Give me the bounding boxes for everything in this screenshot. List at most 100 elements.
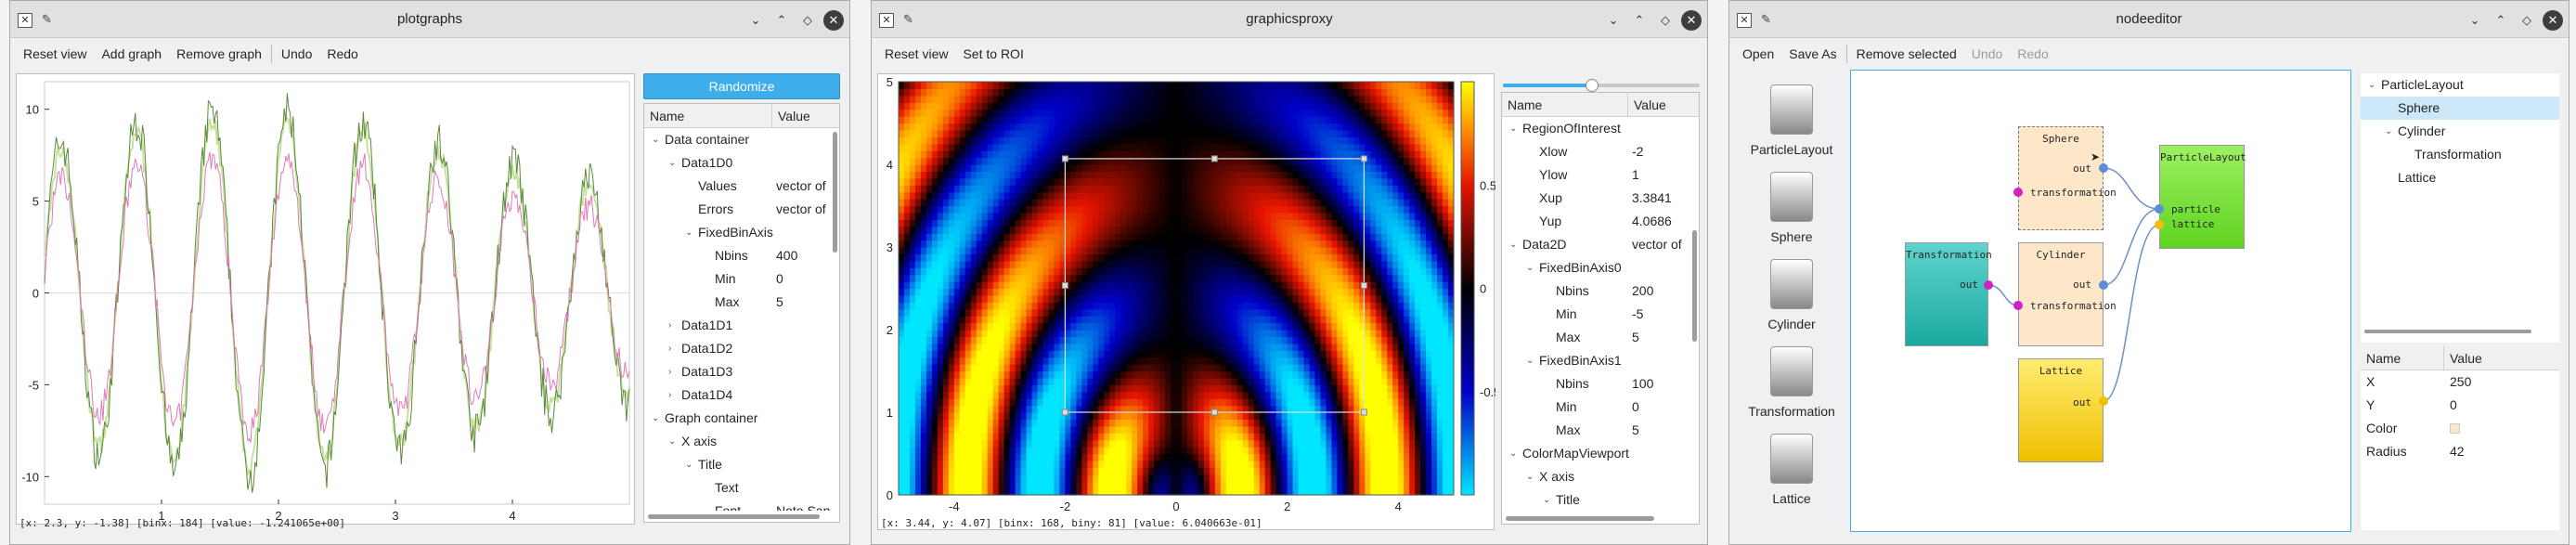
heatmap-cell bbox=[1026, 343, 1033, 351]
heatmap-cell bbox=[1314, 294, 1322, 303]
heatmap-cell bbox=[1015, 322, 1022, 331]
tree-row[interactable]: Min 0 bbox=[644, 267, 830, 291]
remove-graph-button[interactable]: Remove graph bbox=[176, 46, 262, 61]
randomize-button[interactable]: Randomize bbox=[643, 73, 840, 99]
heatmap-cell bbox=[1137, 219, 1144, 227]
tree-row[interactable]: Errors vector of bbox=[644, 198, 830, 221]
series-line-2[interactable] bbox=[44, 151, 630, 443]
minimize-icon[interactable]: ⌃ bbox=[1634, 13, 1645, 27]
heatmap-cell bbox=[1342, 467, 1349, 475]
property-tree[interactable]: Name Value ⌄ Data container ⌄ Data1D0 Values… bbox=[643, 103, 840, 523]
chevron-down-icon[interactable]: ⌄ bbox=[685, 460, 693, 470]
chevron-right-icon[interactable]: › bbox=[668, 390, 672, 400]
add-graph-button[interactable]: Add graph bbox=[101, 46, 162, 61]
graph-canvas[interactable]: 1 2 3 4 10 5 0 -5 -10 bbox=[16, 73, 635, 525]
redo-button[interactable]: Redo bbox=[327, 46, 358, 61]
tree-row[interactable]: Nbins 400 bbox=[644, 244, 830, 267]
menu-down-icon[interactable]: ⌄ bbox=[1608, 13, 1619, 27]
tree-row-value[interactable]: 0 bbox=[776, 271, 783, 286]
heatmap-cell bbox=[964, 199, 972, 207]
heatmap-cells[interactable] bbox=[899, 82, 1455, 496]
pin-icon[interactable]: ✎ bbox=[42, 12, 52, 26]
titlebar[interactable]: ✕ ✎ graphicsproxy ⌄ ⌃ ◇ ✕ bbox=[872, 1, 1707, 38]
minimize-icon[interactable]: ⌃ bbox=[776, 13, 787, 27]
heatmap-cell bbox=[1281, 357, 1288, 365]
tree-row[interactable]: › Data1D4 bbox=[644, 383, 830, 407]
heatmap-cell bbox=[1042, 343, 1050, 351]
tree-row[interactable]: › Data1D1 bbox=[644, 314, 830, 337]
heatmap-cell bbox=[1059, 199, 1066, 207]
tree-row-value[interactable]: vector of bbox=[776, 201, 826, 216]
chevron-down-icon[interactable]: ⌄ bbox=[652, 135, 660, 145]
tree-row-value[interactable]: 400 bbox=[776, 248, 798, 263]
tree-row[interactable]: ⌄ Data container bbox=[644, 128, 830, 151]
heatmap-cell bbox=[1165, 294, 1171, 303]
heatmap-cell bbox=[1281, 343, 1288, 351]
heatmap-cell bbox=[948, 157, 955, 165]
heatmap-cell bbox=[1303, 350, 1311, 358]
tree-row[interactable]: › Data1D2 bbox=[644, 337, 830, 360]
chevron-right-icon[interactable]: › bbox=[668, 320, 672, 331]
maximize-icon[interactable]: ◇ bbox=[803, 13, 812, 27]
tree-row[interactable]: ⌄ Data1D0 bbox=[644, 151, 830, 175]
reset-view-button[interactable]: Reset view bbox=[885, 46, 949, 61]
chevron-down-icon[interactable]: ⌄ bbox=[652, 413, 660, 423]
titlebar[interactable]: ✕ ✎ plotgraphs ⌄ ⌃ ◇ ✕ bbox=[10, 1, 849, 38]
heatmap-cell bbox=[1081, 357, 1088, 365]
heatmap-cell bbox=[1448, 316, 1455, 324]
chevron-right-icon[interactable]: › bbox=[668, 367, 672, 377]
heatmap-cell bbox=[937, 419, 944, 427]
tree-row[interactable]: ⌄ X axis bbox=[644, 430, 830, 453]
tree-row[interactable]: › Data1D3 bbox=[644, 360, 830, 383]
tree-row[interactable]: ⌄ FixedBinAxis bbox=[644, 221, 830, 244]
chevron-down-icon[interactable]: ⌄ bbox=[668, 158, 677, 168]
heatmap-cell bbox=[914, 288, 922, 296]
series-line-0[interactable] bbox=[44, 93, 630, 493]
header-value[interactable]: Value bbox=[778, 109, 810, 123]
heatmap-cell bbox=[1037, 316, 1044, 324]
heatmap-cell bbox=[1398, 447, 1405, 455]
heatmap-cell bbox=[1171, 253, 1177, 262]
heatmap-cell bbox=[942, 302, 950, 310]
tree-row[interactable]: Text bbox=[644, 476, 830, 500]
set-to-roi-button[interactable]: Set to ROI bbox=[963, 46, 1024, 61]
tree-row[interactable]: ⌄ Graph container bbox=[644, 407, 830, 430]
menu-down-icon[interactable]: ⌄ bbox=[750, 13, 761, 27]
tree-row-value[interactable]: 5 bbox=[776, 294, 783, 309]
tree-row[interactable]: ⌄ Title bbox=[644, 453, 830, 476]
heatmap-cell bbox=[1231, 288, 1238, 296]
tree-row-value[interactable]: Noto Sans bbox=[776, 503, 830, 511]
heatmap-cell bbox=[1242, 267, 1249, 276]
heatmap-cell bbox=[1159, 474, 1166, 482]
maximize-icon[interactable]: ◇ bbox=[1661, 13, 1670, 27]
close-icon[interactable]: ✕ bbox=[1681, 10, 1702, 31]
tree-row[interactable]: Values vector of bbox=[644, 175, 830, 198]
tree-row-value[interactable]: vector of bbox=[776, 178, 826, 193]
heatmap-cell bbox=[1076, 350, 1082, 358]
reset-view-button[interactable]: Reset view bbox=[23, 46, 87, 61]
heatmap-cell bbox=[1109, 447, 1116, 455]
heatmap-cell bbox=[1381, 247, 1388, 255]
heatmap-cell bbox=[1220, 467, 1227, 475]
header-name[interactable]: Name bbox=[644, 104, 772, 127]
chevron-down-icon[interactable]: ⌄ bbox=[668, 436, 677, 447]
vertical-scrollbar[interactable] bbox=[833, 132, 837, 253]
heatmap-cell bbox=[1292, 412, 1300, 421]
close-icon[interactable]: ✕ bbox=[823, 10, 844, 31]
chevron-down-icon[interactable]: ⌄ bbox=[685, 227, 693, 238]
heatmap-cell bbox=[920, 433, 927, 441]
heatmap-cell bbox=[948, 370, 955, 379]
chevron-right-icon[interactable]: › bbox=[668, 344, 672, 354]
heatmap-cell bbox=[1159, 405, 1166, 413]
heatmap-cell bbox=[931, 302, 938, 310]
pin-icon[interactable]: ✎ bbox=[903, 12, 913, 26]
heatmap-cell bbox=[1431, 288, 1438, 296]
horizontal-scrollbar[interactable] bbox=[648, 514, 820, 519]
heatmap-cell bbox=[1181, 157, 1188, 165]
tree-row[interactable]: Max 5 bbox=[644, 291, 830, 314]
undo-button[interactable]: Undo bbox=[280, 46, 313, 61]
